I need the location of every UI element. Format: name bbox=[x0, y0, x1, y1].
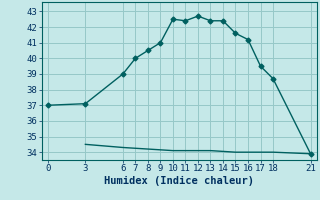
X-axis label: Humidex (Indice chaleur): Humidex (Indice chaleur) bbox=[104, 176, 254, 186]
